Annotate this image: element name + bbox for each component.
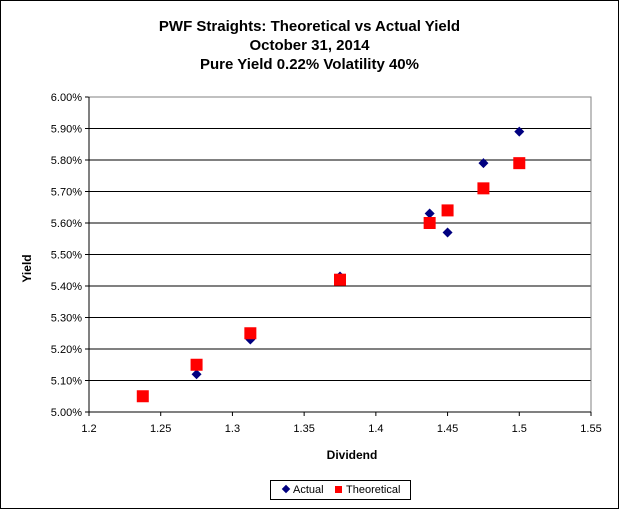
actual-point: [191, 369, 202, 380]
legend-item-theoretical: Theoretical: [335, 484, 400, 497]
x-tick-label: 1.5: [512, 423, 527, 435]
legend-label-actual: Actual: [293, 484, 324, 496]
legend: Actual Theoretical: [270, 480, 411, 500]
y-tick-label: 5.40%: [51, 281, 82, 293]
y-tick-label: 5.70%: [51, 187, 82, 199]
theoretical-point: [423, 217, 436, 229]
x-tick-label: 1.3: [225, 423, 240, 435]
y-tick-label: 6.00%: [51, 92, 82, 104]
theoretical-point: [513, 157, 526, 170]
x-tick-label: 1.25: [150, 423, 171, 435]
x-tick-label: 1.45: [437, 423, 458, 435]
legend-label-theoretical: Theoretical: [346, 484, 401, 496]
chart-title-line-2: October 31, 2014: [249, 37, 370, 54]
legend-square-marker: [335, 486, 342, 493]
x-tick-label: 1.35: [293, 423, 314, 435]
y-tick-label: 5.50%: [51, 250, 82, 262]
chart-title: PWF Straights: Theoretical vs Actual Yie…: [1, 17, 618, 74]
chart-title-line-1: PWF Straights: Theoretical vs Actual Yie…: [158, 18, 461, 35]
theoretical-point: [136, 390, 149, 403]
theoretical-point: [441, 204, 454, 217]
y-tick-label: 5.60%: [51, 218, 82, 230]
legend-diamond-marker: [281, 484, 291, 494]
x-tick-label: 1.2: [81, 423, 96, 435]
x-axis-label: Dividend: [327, 448, 378, 462]
actual-point: [442, 227, 453, 238]
y-tick-label: 5.80%: [51, 155, 82, 167]
actual-point: [514, 126, 525, 137]
theoretical-point: [477, 182, 490, 195]
legend-item-actual: Actual: [281, 484, 324, 497]
x-tick-label: 1.4: [368, 423, 383, 435]
actual-point: [424, 208, 435, 219]
chart-title-line-3: Pure Yield 0.22% Volatility 40%: [200, 56, 419, 73]
y-tick-label: 5.00%: [51, 407, 82, 419]
theoretical-point: [244, 327, 257, 340]
y-axis-label: Yield: [20, 254, 34, 282]
actual-point: [478, 158, 489, 169]
y-tick-label: 5.10%: [51, 376, 82, 388]
theoretical-point: [190, 358, 203, 371]
y-tick-label: 5.30%: [51, 313, 82, 325]
theoretical-point: [334, 273, 346, 286]
y-tick-label: 5.90%: [51, 124, 82, 136]
x-tick-label: 1.55: [580, 423, 601, 435]
y-tick-label: 5.20%: [51, 344, 82, 356]
